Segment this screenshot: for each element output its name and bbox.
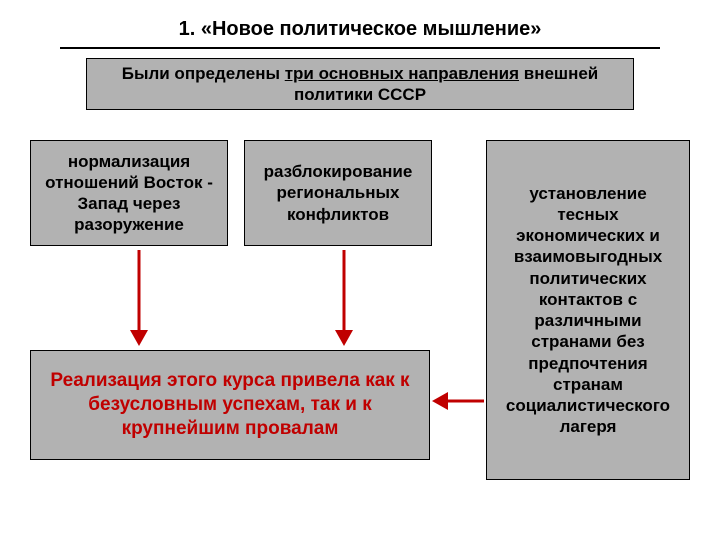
subtitle-box: Были определены три основных направления… (86, 58, 634, 110)
arrow-down-1 (130, 250, 148, 346)
direction-box-2: разблокирование региональных конфликтов (244, 140, 432, 246)
result-box: Реализация этого курса привела как к без… (30, 350, 430, 460)
arrow-down-2 (335, 250, 353, 346)
direction-1-text: нормализация отношений Восток - Запад че… (41, 151, 217, 236)
direction-box-3: установление тесных экономических и взаи… (486, 140, 690, 480)
subtitle-underlined: три основных направления (285, 64, 519, 83)
subtitle-text: Были определены три основных направления… (97, 63, 623, 106)
subtitle-prefix: Были определены (122, 64, 285, 83)
direction-2-text: разблокирование региональных конфликтов (255, 161, 421, 225)
page-title: 1. «Новое политическое мышление» (60, 18, 660, 41)
direction-box-1: нормализация отношений Восток - Запад че… (30, 140, 228, 246)
title-container: 1. «Новое политическое мышление» (60, 18, 660, 49)
direction-3-text: установление тесных экономических и взаи… (497, 183, 679, 438)
result-text: Реализация этого курса привела как к без… (41, 369, 419, 440)
arrow-left (432, 392, 484, 410)
